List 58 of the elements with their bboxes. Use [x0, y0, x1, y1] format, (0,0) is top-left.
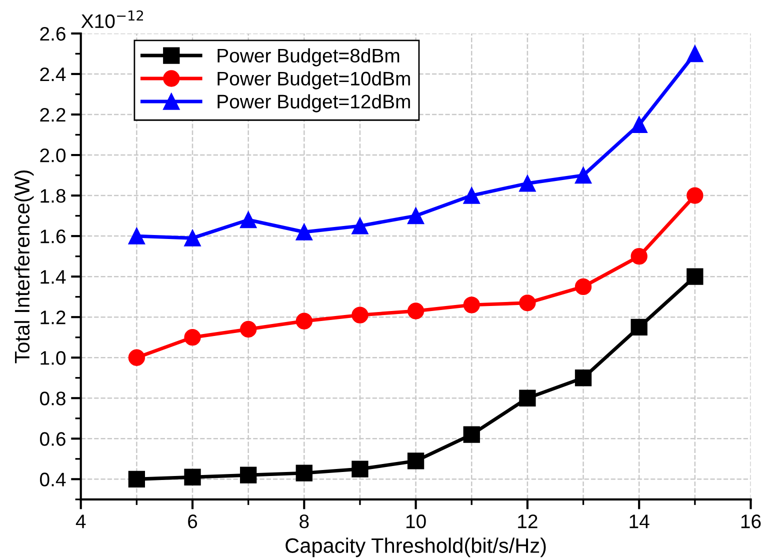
x-tick-label: 14	[630, 514, 650, 528]
y-tick-label: 0.8	[40, 392, 66, 406]
y-axis-title: Total Interference(W)	[14, 170, 34, 364]
point	[240, 320, 257, 338]
x-tick-label: 16	[741, 514, 761, 528]
point	[686, 268, 704, 285]
point	[519, 390, 536, 406]
point	[240, 212, 257, 228]
x-tick-label: 8	[300, 514, 309, 528]
point	[352, 306, 368, 324]
point	[352, 460, 368, 478]
point	[128, 228, 146, 244]
point	[407, 302, 424, 320]
y-tick-label: 1.8	[40, 189, 66, 203]
y-tick-label: 0.4	[40, 472, 66, 486]
point	[630, 318, 648, 336]
point	[296, 464, 312, 482]
point	[574, 370, 592, 386]
x-tick-label: 10	[406, 514, 426, 528]
legend-label: Power Budget=8dBm	[218, 48, 400, 66]
point	[574, 166, 592, 184]
point	[463, 187, 480, 204]
point	[184, 329, 201, 346]
y-tick-label: 2.0	[40, 148, 66, 162]
point	[184, 468, 201, 486]
point	[630, 116, 648, 133]
point	[574, 278, 592, 296]
point	[128, 470, 146, 488]
text: X10$^{−12}$	[81, 10, 143, 28]
point	[240, 466, 257, 484]
point	[184, 230, 201, 246]
y-tick-label: 1.4	[40, 270, 66, 284]
point	[463, 296, 480, 314]
point	[686, 187, 704, 204]
x-tick-label: 4	[76, 514, 86, 528]
y-tick-label: 1.6	[40, 230, 66, 244]
y-tick-label: 2.4	[40, 67, 66, 82]
y-tick-label: 0.6	[40, 432, 66, 446]
point	[519, 175, 536, 192]
point	[407, 452, 424, 470]
point	[128, 349, 146, 366]
x-axis-title: Capacity Threshold(bit/s/Hz)	[286, 538, 546, 558]
point	[630, 248, 648, 265]
point	[296, 312, 312, 330]
legend-label: Power Budget=12dBm	[218, 94, 410, 112]
point	[352, 218, 368, 234]
point	[407, 207, 424, 224]
x-tick-label: 12	[518, 514, 538, 528]
legend-label: Power Budget=10dBm	[218, 71, 410, 90]
point	[296, 224, 312, 240]
y-tick-label: 1.0	[40, 351, 66, 365]
point	[463, 426, 480, 443]
y-tick-label: 2.2	[40, 108, 66, 122]
x-tick-label: 6	[188, 514, 198, 528]
point	[686, 45, 704, 62]
y-tick-label: 1.2	[40, 310, 66, 324]
point	[519, 294, 536, 312]
y-tick-label: 2.6	[40, 26, 66, 41]
